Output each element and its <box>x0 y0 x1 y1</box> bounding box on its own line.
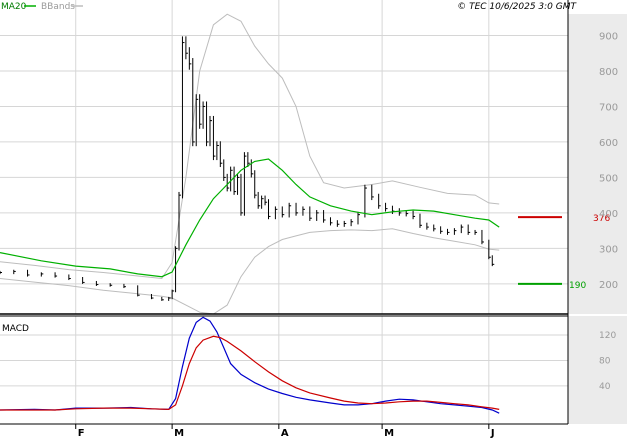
macd-series-line <box>0 316 500 414</box>
grid-lines <box>0 0 568 424</box>
support-level-label: 190 <box>569 281 586 291</box>
x-tick-label: J <box>490 428 495 439</box>
credit-text: © TEC 10/6/2025 3:0 GMT <box>457 2 577 12</box>
price-plot-area <box>0 0 568 314</box>
axis-ticks: 200 300 400 500 600 700 800 900 40 80 120 F M A M J <box>75 31 618 439</box>
legend-bbands: BBands <box>41 2 75 12</box>
price-bars <box>0 36 495 301</box>
resistance-level-label: 376 <box>593 214 610 224</box>
signal-series-line <box>0 335 500 411</box>
macd-axis-area <box>568 316 627 424</box>
price-tick-label: 400 <box>599 209 618 220</box>
x-tick-label: A <box>281 428 289 439</box>
x-tick-label: F <box>78 428 85 439</box>
x-tick-label: M <box>174 428 184 439</box>
price-tick-label: 600 <box>599 138 618 149</box>
ma20-line <box>0 158 500 278</box>
ma20-series-line <box>0 158 500 278</box>
macd-tick-label: 120 <box>599 331 616 341</box>
price-tick-label: 900 <box>599 31 618 42</box>
legend-ma20: MA20 <box>1 2 27 12</box>
bollinger-bands <box>0 13 500 315</box>
price-tick-label: 300 <box>599 244 618 255</box>
bband-line <box>0 13 500 280</box>
price-levels: 376 190 <box>518 214 610 291</box>
macd-tick-label: 80 <box>599 356 611 366</box>
macd-title: MACD <box>2 324 29 334</box>
price-tick-label: 700 <box>599 102 618 113</box>
macd-tick-label: 40 <box>599 382 611 392</box>
price-axis-area <box>568 14 627 314</box>
price-tick-label: 500 <box>599 173 618 184</box>
x-tick-label: M <box>384 428 394 439</box>
macd-panel <box>0 316 500 414</box>
bband-line <box>0 228 500 315</box>
price-tick-label: 800 <box>599 67 618 78</box>
price-tick-label: 200 <box>599 280 618 291</box>
